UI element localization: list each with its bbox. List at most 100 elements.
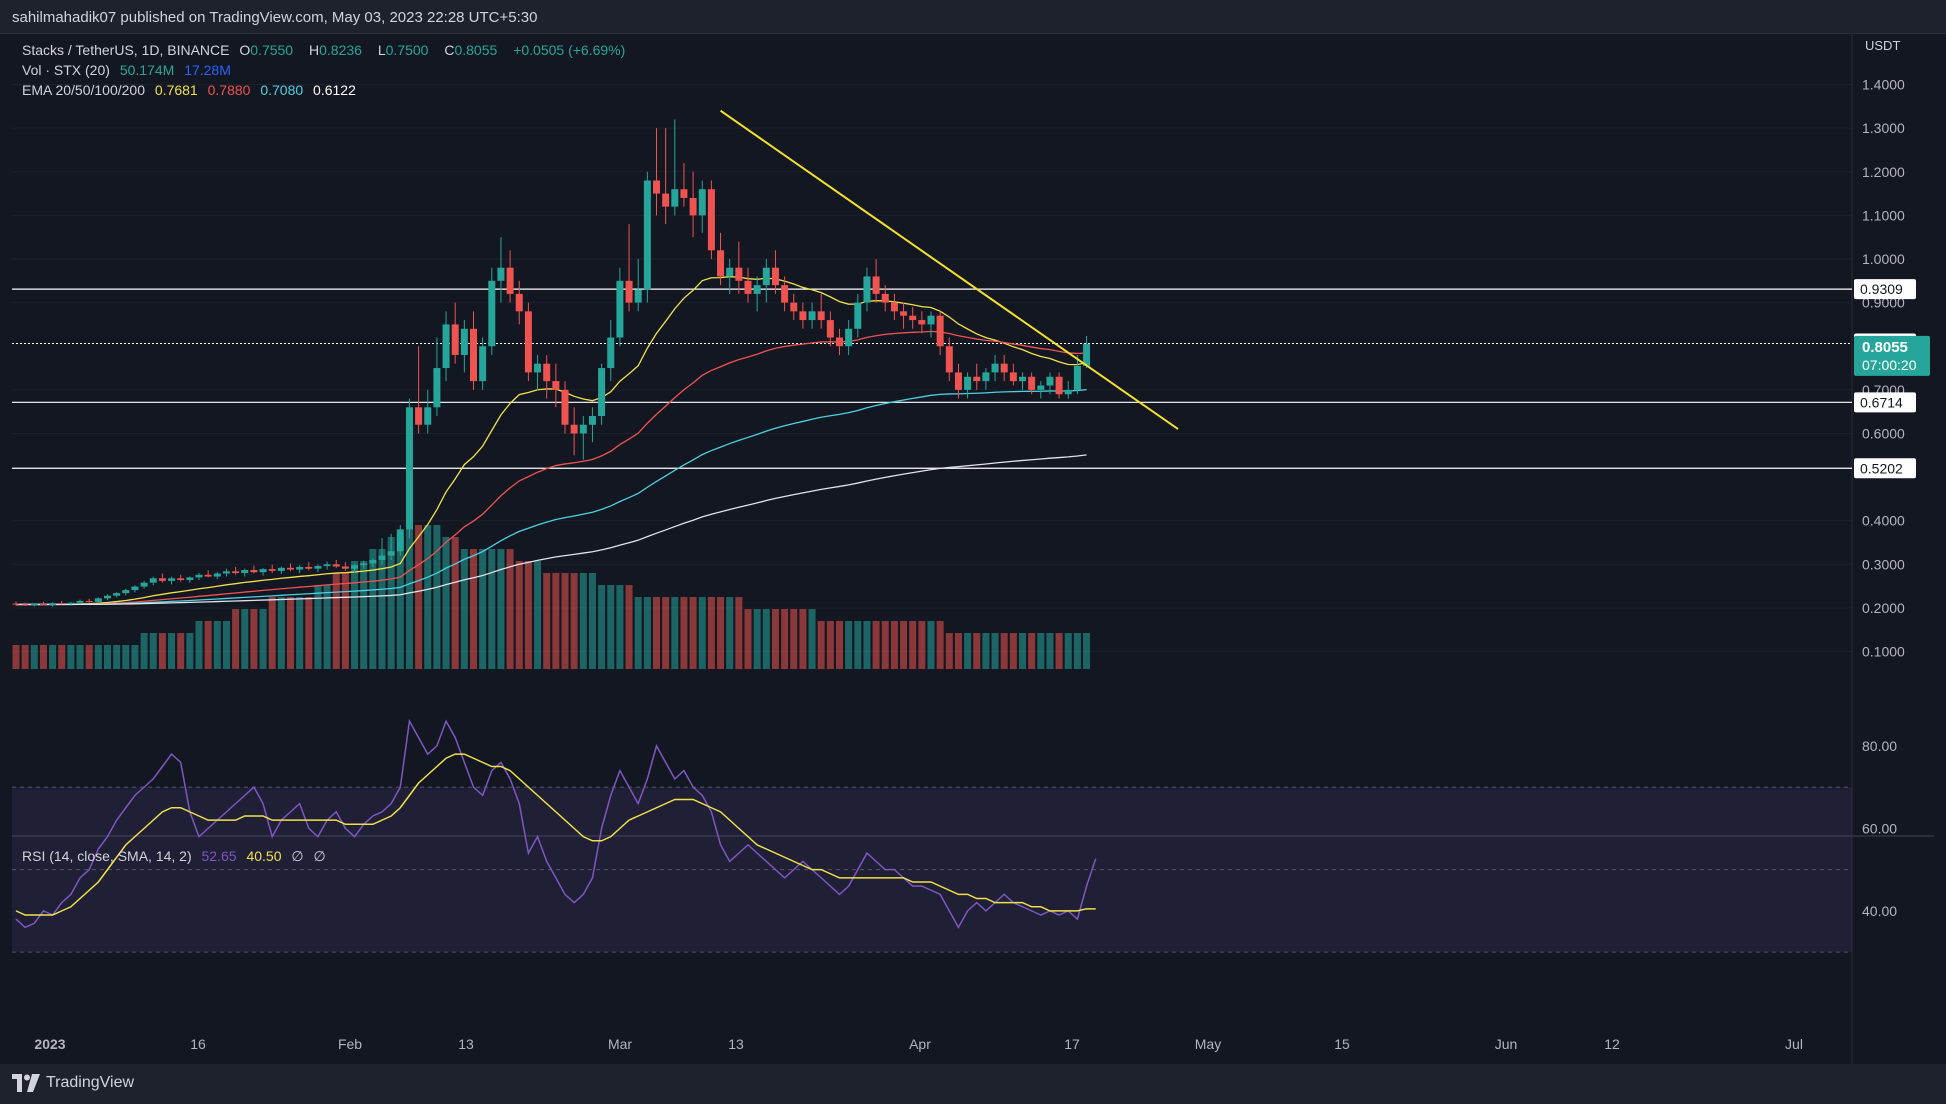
volume-bar xyxy=(634,597,642,669)
candle-body xyxy=(387,551,395,556)
chart-area[interactable]: USDT 1.4000 1.3000 1.2000 1.1000 1.0000 0.9000… xyxy=(12,34,1934,1064)
volume-bar xyxy=(808,609,816,669)
time-tick-label: Mar xyxy=(608,1036,632,1052)
rsi-sma-line xyxy=(15,753,1096,916)
volume-bar xyxy=(707,597,715,669)
candle-body xyxy=(451,324,459,355)
candle-body xyxy=(771,267,779,286)
volume-bar xyxy=(1083,633,1091,669)
candle-body xyxy=(543,363,551,382)
volume-bar xyxy=(222,621,230,669)
candle-body xyxy=(744,280,752,294)
low-value: 0.7500 xyxy=(385,42,429,58)
volume-bar xyxy=(964,633,972,669)
candle-body xyxy=(323,564,331,567)
volume-bar xyxy=(771,609,779,669)
candle-body xyxy=(524,311,532,373)
price-tick-label: 1.4000 xyxy=(1862,77,1905,93)
volume-bar xyxy=(900,621,908,669)
candle-body xyxy=(643,180,651,290)
last-price-label: 0.8055 xyxy=(1862,339,1908,356)
horizontal-levels xyxy=(12,288,1852,469)
candle-body xyxy=(140,582,148,587)
volume-bar xyxy=(570,573,578,669)
volume-bar xyxy=(515,561,523,669)
candle-body xyxy=(799,311,807,321)
rsi-pane xyxy=(12,718,1852,953)
candle-body xyxy=(680,189,688,198)
candle-body xyxy=(405,407,413,530)
candle-body xyxy=(177,578,185,581)
high-value: 0.8236 xyxy=(319,42,362,58)
volume-bar xyxy=(863,621,871,669)
volume-bar xyxy=(927,621,935,669)
candle-body xyxy=(945,346,953,373)
volume-bar xyxy=(1073,633,1081,669)
volume-bar xyxy=(497,549,505,669)
last-price-box xyxy=(1854,335,1930,376)
candle-body xyxy=(287,567,294,570)
volume-bar xyxy=(643,597,651,669)
volume-bar xyxy=(131,645,139,669)
time-tick-label: 17 xyxy=(1064,1036,1080,1052)
candle-body xyxy=(305,566,313,569)
publish-header: sahilmahadik07 published on TradingView.… xyxy=(0,0,1946,34)
rsi-value: 52.65 xyxy=(201,848,237,864)
rsi-na-2: ∅ xyxy=(313,848,326,864)
volume-bar xyxy=(561,573,569,669)
descending-trendline xyxy=(719,109,1179,430)
candle-body xyxy=(479,346,487,382)
time-axis[interactable]: 2023 16 Feb 13 Mar 13 Apr 17 May 15 Jun 12 Jul xyxy=(34,1036,1803,1052)
candle-body xyxy=(588,416,596,425)
candle-body xyxy=(964,376,972,390)
level-tag-box xyxy=(1854,458,1916,479)
volume-bar xyxy=(836,621,843,669)
ema50-value: 0.7880 xyxy=(207,82,251,98)
level-tag: 0.6714 xyxy=(1860,394,1903,410)
candle-body xyxy=(378,555,386,560)
candle-body xyxy=(753,285,761,294)
candle-body xyxy=(1073,365,1081,390)
volume-bar xyxy=(845,621,853,669)
candle-body xyxy=(1064,389,1072,395)
volume-legend: Vol · STX (20) 50.174M 17.28M xyxy=(22,62,231,78)
volume-bars xyxy=(12,525,1091,669)
candle-body xyxy=(707,189,715,251)
candle-body xyxy=(21,604,29,606)
candle-body xyxy=(570,424,578,434)
volume-bar xyxy=(287,597,294,669)
volume-bar xyxy=(168,633,176,669)
ema200-value: 0.6122 xyxy=(313,82,356,98)
price-axis[interactable]: USDT1.40001.30001.20001.10001.00000.9000… xyxy=(1854,38,1930,919)
rsi-legend: RSI (14, close, SMA, 14, 2) 52.65 40.50 … xyxy=(22,848,326,864)
rsi-tick-label: 40.00 xyxy=(1862,903,1897,919)
time-tick-label: Jun xyxy=(1495,1036,1518,1052)
symbol-legend: Stacks / TetherUS, 1D, BINANCE O0.7550 H… xyxy=(22,42,626,58)
volume-bar xyxy=(488,549,496,669)
candle-body xyxy=(113,593,121,596)
volume-bar xyxy=(698,597,706,669)
candle-body xyxy=(277,567,285,571)
trendline[interactable] xyxy=(719,109,1179,430)
volume-bar xyxy=(625,585,633,669)
candle-body xyxy=(717,250,725,277)
candle-body xyxy=(890,302,898,312)
candle-body xyxy=(1019,376,1026,382)
tradingview-logo[interactable]: TradingView xyxy=(12,1074,134,1092)
candle-body xyxy=(726,267,734,277)
volume-bar xyxy=(442,537,450,669)
volume-bar xyxy=(598,585,606,669)
rsi-tick-label: 60.00 xyxy=(1862,820,1897,836)
candle-body xyxy=(12,603,20,605)
volume-bar xyxy=(378,549,386,669)
chart-canvas[interactable]: USDT1.40001.30001.20001.10001.00000.9000… xyxy=(12,34,1934,1064)
volume-bar xyxy=(543,573,551,669)
volume-bar xyxy=(671,597,679,669)
candle-body xyxy=(332,564,340,567)
volume-bar xyxy=(954,633,962,669)
level-tag: 0.5202 xyxy=(1860,460,1903,476)
volume-bar xyxy=(744,609,752,669)
volume-bar xyxy=(351,561,359,669)
volume-bar xyxy=(21,645,29,669)
